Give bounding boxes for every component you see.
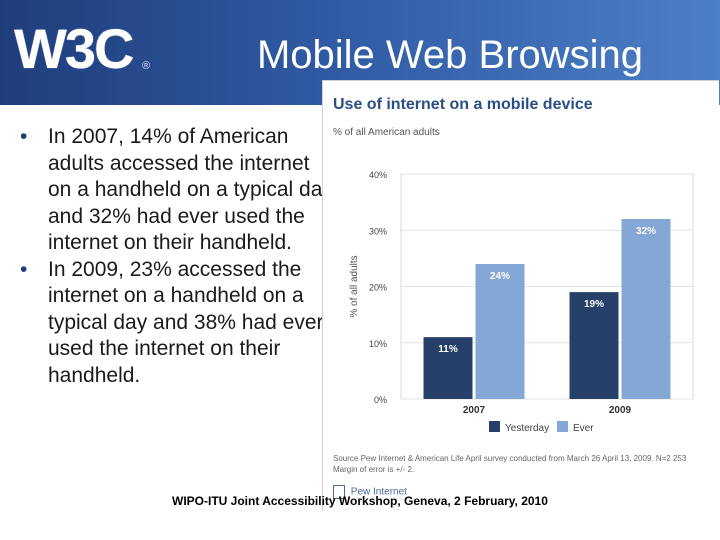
bullet-text: In 2007, 14% of American adults accessed… xyxy=(48,125,333,254)
data-label: 32% xyxy=(636,226,656,237)
x-tick-label: 2009 xyxy=(609,405,632,416)
legend-label: Yesterday xyxy=(505,423,549,434)
bullet-item: • In 2009, 23% accessed the internet on … xyxy=(18,257,333,390)
w3c-logo-text: W3C xyxy=(14,17,134,80)
data-label: 19% xyxy=(584,299,604,310)
y-axis-label: % of all adults xyxy=(349,255,360,317)
bullet-text: In 2009, 23% accessed the internet on a … xyxy=(48,257,324,387)
w3c-logo: W3C ® xyxy=(14,14,154,84)
pew-icon xyxy=(333,485,345,499)
chart-source-note: Source Pew Internet & American Life Apri… xyxy=(333,454,687,474)
slide-footer: WIPO-ITU Joint Accessibility Workshop, G… xyxy=(172,494,548,508)
x-tick-label: 2007 xyxy=(463,405,486,416)
y-tick-label: 10% xyxy=(369,339,387,349)
bar xyxy=(569,292,619,399)
bullet-item: • In 2007, 14% of American adults access… xyxy=(18,124,333,257)
pew-logo: Pew Internet xyxy=(333,485,407,499)
registered-mark: ® xyxy=(142,60,151,72)
y-tick-label: 30% xyxy=(369,226,387,236)
slide-title: Mobile Web Browsing xyxy=(256,33,644,77)
legend-label: Ever xyxy=(573,423,594,434)
chart-panel: Use of internet on a mobile device % of … xyxy=(322,80,719,511)
bar xyxy=(621,219,671,399)
legend-swatch xyxy=(557,421,568,432)
bullet-icon: • xyxy=(20,257,28,281)
data-label: 24% xyxy=(490,271,510,282)
bullet-icon: • xyxy=(20,125,28,148)
bar-chart: 0% 10% 20% 30% 40% % of all adults 11% 24% 2007 1… xyxy=(349,170,694,434)
chart-title: Use of internet on a mobile device xyxy=(333,96,593,113)
y-tick-label: 20% xyxy=(369,283,387,293)
bar xyxy=(423,337,473,399)
legend-swatch xyxy=(489,421,500,432)
bullet-list: • In 2007, 14% of American adults access… xyxy=(18,124,333,389)
y-tick-label: 0% xyxy=(374,395,387,405)
pew-logo-text: Pew Internet xyxy=(350,486,407,498)
bar xyxy=(475,264,525,399)
data-label: 11% xyxy=(438,344,458,355)
chart-subtitle: % of all American adults xyxy=(333,127,440,138)
y-tick-label: 40% xyxy=(369,170,387,180)
